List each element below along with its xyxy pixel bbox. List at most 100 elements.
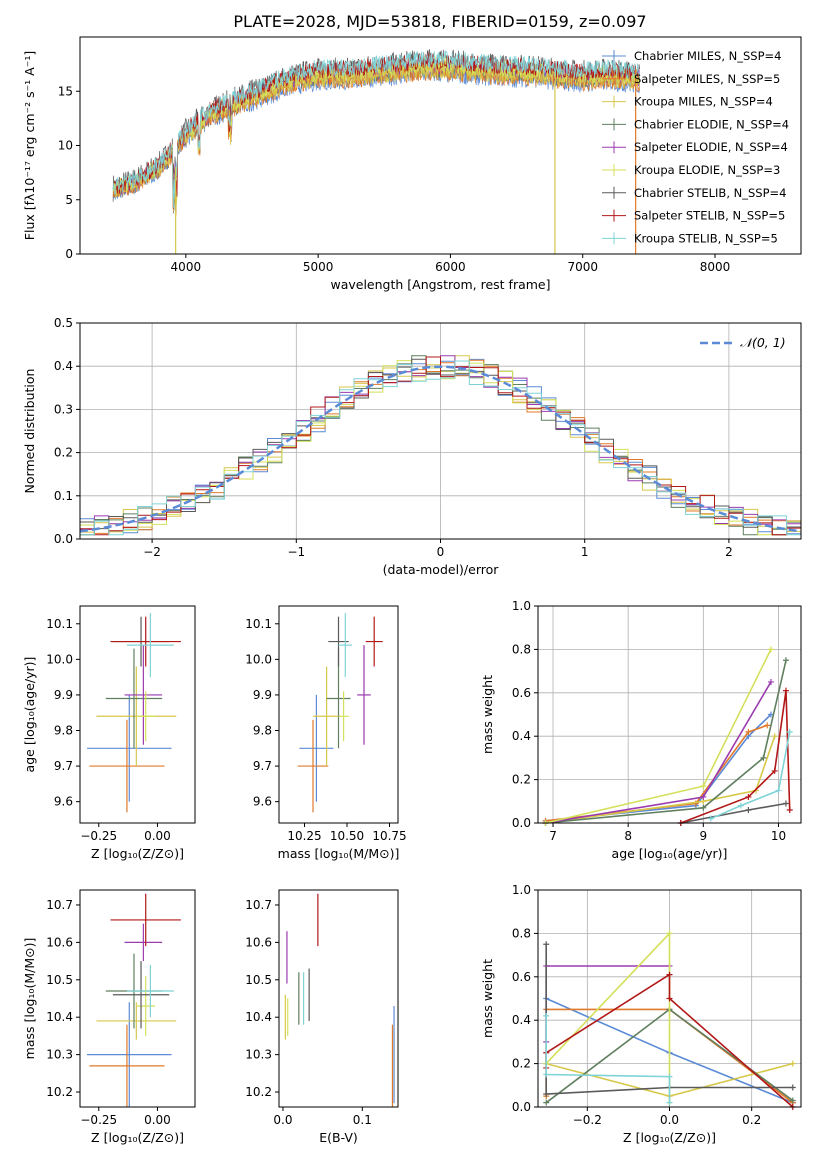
massweight-point (760, 754, 767, 761)
y-axis-label: mass weight (480, 959, 495, 1038)
x-tick-label: 10 (771, 829, 786, 843)
y-tick-label: 10.4 (46, 1010, 73, 1024)
legend-label: Salpeter MILES, N_SSP=5 (634, 72, 780, 86)
axes-frame (79, 322, 802, 540)
massweight-series-line (545, 931, 671, 1103)
massweight-point (737, 802, 744, 809)
x-axis-label: wavelength [Angstrom, rest frame] (330, 277, 550, 292)
y-tick-label: 0.4 (512, 1013, 531, 1027)
massweight-series-line (545, 735, 776, 824)
y-tick-label: 9.7 (54, 759, 73, 773)
y-tick-label: 10.3 (46, 1048, 73, 1062)
spectrum-series-line (112, 63, 640, 216)
massweight-point (789, 1097, 796, 1104)
x-axis-label: age [log₁₀(age/yr)] (612, 846, 728, 861)
y-tick-label: 10.0 (245, 652, 272, 666)
x-tick-label: 6000 (435, 260, 466, 274)
y-tick-label: 0.0 (512, 1100, 531, 1114)
x-tick-label: 4000 (171, 260, 202, 274)
x-tick-label: 0.00 (144, 1113, 171, 1127)
x-tick-label: 0 (437, 545, 445, 559)
massweight-vs-age-panel: 7 8 9 10 0.0 0.2 0.4 0.6 0.8 1.0 age [log₁₀(age/yr… (480, 599, 802, 861)
massweight-point (700, 804, 707, 811)
y-tick-label: 0.3 (54, 402, 73, 416)
massweight-point (666, 1099, 673, 1106)
legend-label: Salpeter STELIB, N_SSP=5 (634, 209, 785, 223)
legend-label: Kroupa MILES, N_SSP=4 (634, 95, 773, 109)
y-axis-label: Normed distribution (22, 369, 37, 494)
axes-frame (537, 605, 802, 824)
y-tick-label: 1.0 (512, 883, 531, 897)
y-tick-label: 9.6 (54, 795, 73, 809)
x-tick-label: 1 (581, 545, 589, 559)
histogram-step-line (80, 360, 801, 536)
massweight-point (745, 793, 752, 800)
y-tick-label: 10.6 (245, 935, 272, 949)
massweight-point (767, 646, 774, 653)
massweight-point (789, 1084, 796, 1091)
x-tick-label: 2 (725, 545, 733, 559)
y-tick-label: 10.7 (46, 898, 73, 912)
massweight-point (771, 733, 778, 740)
massweight-series-line (545, 1015, 671, 1103)
x-tick-label: 10.75 (372, 829, 406, 843)
axes-frame (537, 889, 802, 1108)
y-tick-label: 0.0 (54, 532, 73, 546)
x-tick-label: 0.00 (144, 829, 171, 843)
x-tick-label: 9 (699, 829, 707, 843)
y-tick-label: 10.2 (46, 1085, 73, 1099)
y-tick-label: 0.5 (54, 316, 73, 330)
y-tick-label: 0.2 (512, 773, 531, 787)
x-tick-label: 7000 (567, 260, 598, 274)
massweight-point (789, 1060, 796, 1067)
y-tick-label: 10.1 (46, 617, 73, 631)
massweight-point (782, 800, 789, 807)
massweight-point (543, 1099, 550, 1106)
massweight-point (543, 1071, 550, 1078)
massweight-point (782, 657, 789, 664)
massweight-vs-metallicity-panel: −0.2 0.0 0.2 0.0 0.2 0.4 0.6 0.8 1.0 Z [log₁₀(Z/Z… (480, 883, 802, 1145)
y-tick-label: 1.0 (512, 599, 531, 613)
y-tick-label: 10.2 (245, 1085, 272, 1099)
residuals-panel: −2 −1 0 1 2 0.0 0.1 0.2 0.3 0.4 0.5 (data-model)/er… (22, 316, 802, 577)
x-tick-label: 10.50 (330, 829, 364, 843)
y-tick-label: 9.6 (253, 795, 272, 809)
x-axis-label: E(B-V) (319, 1130, 358, 1145)
massweight-point (767, 678, 774, 685)
y-tick-label: 9.9 (54, 688, 73, 702)
massweight-point (775, 787, 782, 794)
massweight-point (771, 767, 778, 774)
y-axis-label: mass [log₁₀(M/M⊙)] (22, 938, 37, 1060)
y-tick-label: 0.4 (512, 729, 531, 743)
x-tick-label: 8 (624, 829, 632, 843)
spectrum-panel: 4000 5000 6000 7000 8000 0 5 10 15 wavelength [An… (22, 36, 802, 292)
x-tick-label: 5000 (303, 260, 334, 274)
x-tick-label: 0.0 (660, 1113, 679, 1127)
y-tick-label: 5 (65, 193, 73, 207)
massweight-series-line (680, 802, 787, 824)
massweight-point (745, 728, 752, 735)
massweight-point (764, 722, 771, 729)
massweight-series-line (545, 965, 670, 1042)
x-tick-label: 10.25 (287, 829, 321, 843)
y-tick-label: 10.1 (245, 617, 272, 631)
y-tick-label: 10.3 (245, 1048, 272, 1062)
legend-label: Kroupa ELODIE, N_SSP=3 (634, 163, 780, 177)
massweight-point (745, 806, 752, 813)
y-tick-label: 9.8 (54, 724, 73, 738)
axes-frame (79, 605, 196, 824)
normal-curve (79, 365, 802, 533)
y-tick-label: 15 (58, 84, 73, 98)
y-tick-label: 0.1 (54, 489, 73, 503)
x-tick-label: −0.25 (80, 1113, 117, 1127)
legend-label: Kroupa STELIB, N_SSP=5 (634, 231, 778, 245)
massweight-series-line (545, 660, 787, 824)
age-vs-metallicity-panel: −0.25 0.00 9.6 9.7 9.8 9.9 10.0 10.1 Z [log₁₀(Z/… (22, 605, 196, 861)
massweight-series-line (545, 724, 768, 822)
massweight-point (707, 815, 714, 822)
y-tick-label: 0.6 (512, 970, 531, 984)
y-tick-label: 0 (65, 247, 73, 261)
massweight-point (700, 793, 707, 800)
x-tick-label: −0.25 (80, 829, 117, 843)
